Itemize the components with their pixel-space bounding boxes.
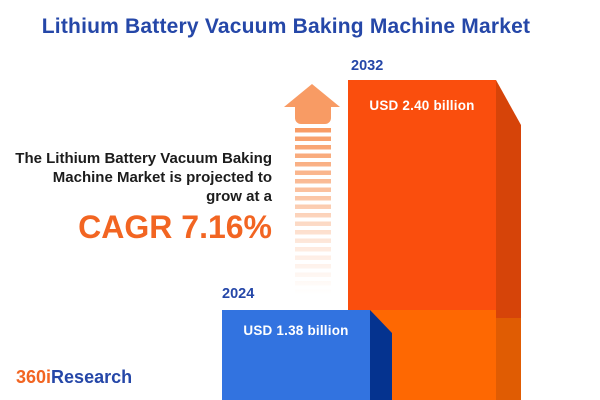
bar-2032-side-face <box>496 80 521 400</box>
annotation-text: The Lithium Battery Vacuum Baking Machin… <box>0 149 272 243</box>
cagr-value: CAGR 7.16% <box>78 209 272 245</box>
annotation-line-1: The Lithium Battery Vacuum Baking <box>15 150 272 167</box>
bar-2032-value-label: USD 2.40 billion <box>369 98 475 113</box>
bar-2024-year-label: 2024 <box>222 286 255 302</box>
brand-logo: 360iResearch <box>16 367 132 388</box>
bar-2024: USD 1.38 billion <box>222 310 370 400</box>
annotation-line-2: Machine Market is projected to <box>52 169 272 186</box>
annotation-line-3: grow at a <box>206 188 272 205</box>
page-title: Lithium Battery Vacuum Baking Machine Ma… <box>41 15 531 38</box>
growth-up-arrow-icon <box>284 84 340 296</box>
arrow-striped-tail <box>295 128 331 294</box>
arrow-stub <box>295 106 331 124</box>
logo-360i: 360i <box>16 367 52 387</box>
bar-2024-side-face <box>370 310 392 400</box>
logo-research: Research <box>51 367 133 387</box>
arrow-head <box>284 84 340 107</box>
bar-2032-year-label: 2032 <box>351 58 384 74</box>
bar-2024-value-label: USD 1.38 billion <box>243 323 349 338</box>
